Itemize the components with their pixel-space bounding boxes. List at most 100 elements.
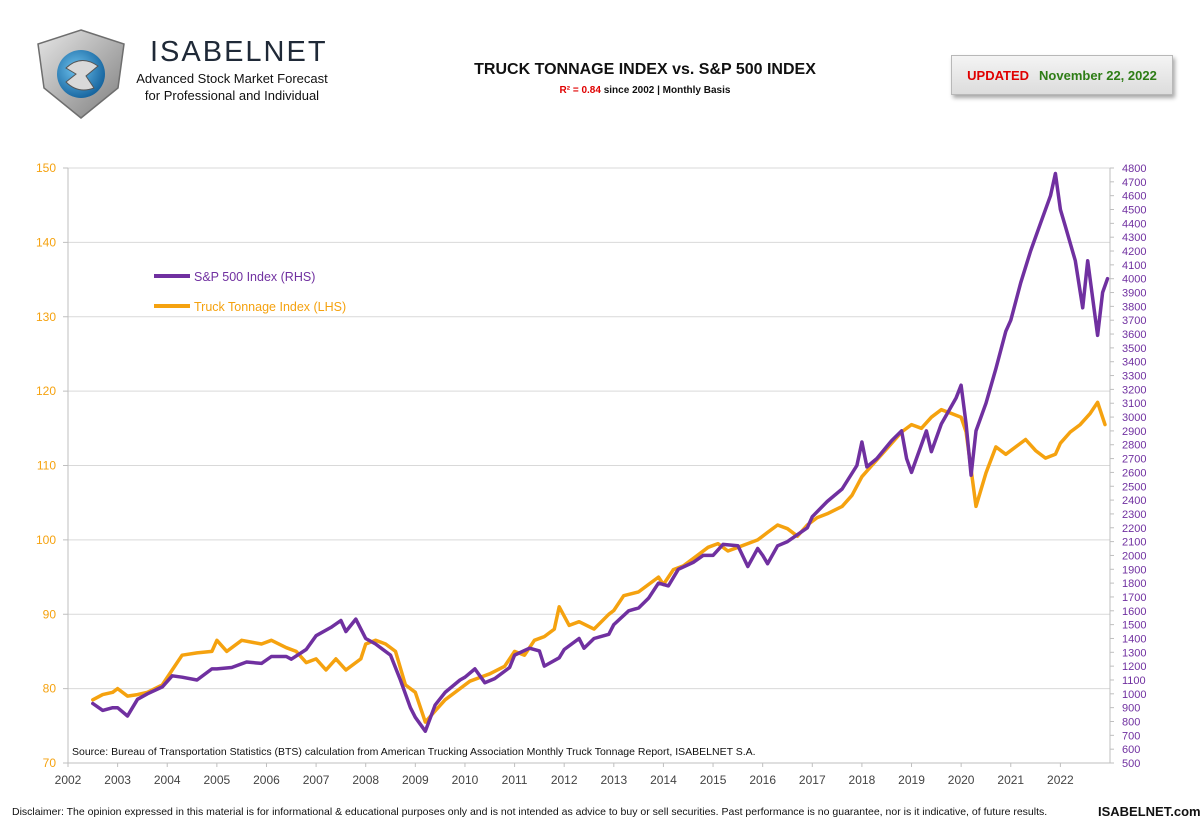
left-tick-label: 70 [43,756,57,770]
left-tick-label: 80 [43,682,57,696]
x-tick-label: 2014 [650,773,677,787]
isabelnet-logo-icon [37,29,125,119]
right-tick-label: 1500 [1122,620,1146,632]
legend-item-truck-tonnage-label: Truck Tonnage Index (LHS) [194,300,346,314]
left-tick-label: 110 [37,459,56,473]
left-tick-label: 100 [36,533,56,547]
x-tick-label: 2017 [799,773,826,787]
right-tick-label: 2200 [1122,523,1146,535]
x-tick-label: 2015 [700,773,727,787]
right-tick-label: 3100 [1122,398,1146,410]
right-tick-label: 4400 [1122,218,1146,230]
x-tick-label: 2005 [204,773,231,787]
x-tick-label: 2011 [502,773,528,787]
right-tick-label: 2300 [1122,509,1146,521]
source-note: Source: Bureau of Transportation Statist… [72,746,756,758]
x-tick-label: 2007 [303,773,330,787]
right-tick-label: 500 [1122,758,1140,770]
x-tick-label: 2022 [1047,773,1074,787]
series-lines [91,171,1110,733]
right-tick-label: 4600 [1122,191,1146,203]
right-tick-label: 3200 [1122,384,1146,396]
right-tick-label: 1600 [1122,606,1146,618]
brand-tagline-line-2: for Professional and Individual [144,88,320,103]
right-tick-label: 1000 [1122,689,1146,701]
legend-item-sp500-label: S&P 500 Index (RHS) [194,270,315,284]
right-tick-label: 2900 [1122,426,1146,438]
x-tick-label: 2019 [898,773,925,787]
x-tick-label: 2010 [452,773,479,787]
right-tick-label: 4100 [1122,260,1146,272]
right-tick-label: 2700 [1122,454,1146,466]
subtitle-rest: since 2002 | Monthly Basis [600,85,731,96]
right-tick-label: 3600 [1122,329,1146,341]
x-tick-label: 2018 [849,773,876,787]
chart-subtitle: R² = 0.84 since 2002 | Monthly Basis [380,85,910,96]
right-tick-label: 800 [1122,716,1140,728]
right-tick-label: 2000 [1122,550,1146,562]
left-tick-label: 150 [36,161,56,175]
right-tick-label: 4200 [1122,246,1146,258]
legend: S&P 500 Index (RHS) Truck Tonnage Index (… [154,270,346,314]
right-tick-label: 4800 [1122,163,1146,175]
right-tick-label: 2500 [1122,481,1146,493]
right-tick-label: 1900 [1122,564,1146,576]
truck-tonnage-series-line [91,400,1107,724]
x-tick-label: 2013 [600,773,627,787]
updated-label: UPDATED [967,67,1030,83]
right-tick-label: 3500 [1122,343,1146,355]
right-tick-label: 3400 [1122,357,1146,369]
x-tick-label: 2006 [253,773,280,787]
right-tick-label: 4500 [1122,205,1146,217]
x-tick-label: 2004 [154,773,181,787]
right-tick-label: 2800 [1122,440,1146,452]
updated-badge: UPDATED November 22, 2022 [951,55,1173,95]
right-tick-label: 1800 [1122,578,1146,590]
left-tick-label: 90 [43,607,57,621]
right-tick-label: 2400 [1122,495,1146,507]
sp500-series-line [91,171,1110,733]
right-tick-label: 4700 [1122,177,1146,189]
right-tick-label: 3800 [1122,301,1146,313]
left-tick-label: 130 [36,310,56,324]
x-tick-label: 2021 [997,773,1024,787]
right-tick-label: 3700 [1122,315,1146,327]
left-tick-label: 120 [36,384,56,398]
x-tick-label: 2012 [551,773,578,787]
x-tick-label: 2009 [402,773,429,787]
right-tick-label: 3300 [1122,371,1146,383]
brand-name: ISABELNET [150,36,328,68]
right-tick-label: 900 [1122,703,1140,715]
disclaimer: Disclaimer: The opinion expressed in thi… [12,806,1048,818]
grid-lines [68,167,1110,764]
right-tick-label: 1200 [1122,661,1146,673]
brand-tagline-line-1: Advanced Stock Market Forecast [136,71,328,86]
updated-date: November 22, 2022 [1039,67,1157,83]
x-tick-label: 2016 [749,773,776,787]
x-axis-ticks: 2002 2003 2004 2005 2006 2007 2008 2009 2010 2011… [55,762,1110,787]
right-tick-label: 2600 [1122,467,1146,479]
x-tick-label: 2008 [352,773,379,787]
x-tick-label: 2020 [948,773,975,787]
right-tick-label: 1400 [1122,633,1146,645]
right-tick-label: 4000 [1122,274,1146,286]
right-tick-label: 3900 [1122,288,1146,300]
site-link[interactable]: ISABELNET.com [1098,804,1200,819]
r-squared-label: R² = 0.84 [559,85,601,96]
right-tick-label: 2100 [1122,537,1146,549]
left-tick-label: 140 [36,235,56,249]
left-axis-ticks: 70 80 90 100 110 120 130 140 150 [36,161,69,770]
right-tick-label: 600 [1122,744,1140,756]
right-tick-label: 4300 [1122,232,1146,244]
chart-title: TRUCK TONNAGE INDEX vs. S&P 500 INDEX [474,61,816,78]
brand-tagline: Advanced Stock Market Forecast for Profe… [134,70,330,104]
right-tick-label: 3000 [1122,412,1146,424]
x-tick-label: 2003 [104,773,131,787]
right-tick-label: 1700 [1122,592,1146,604]
right-tick-label: 700 [1122,730,1140,742]
right-tick-label: 1100 [1122,675,1146,687]
x-tick-label: 2002 [55,773,82,787]
